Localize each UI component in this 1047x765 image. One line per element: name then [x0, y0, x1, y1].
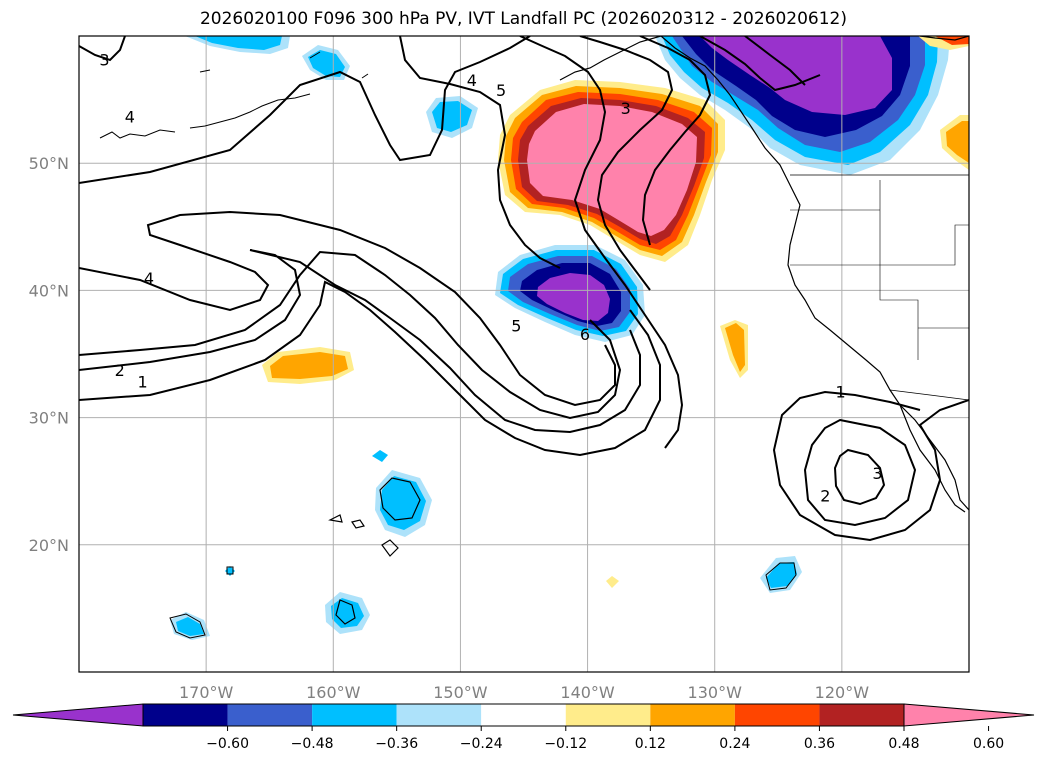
- colorbar-tick-label: −0.36: [375, 736, 418, 752]
- pv-contour-closed-1: [772, 390, 969, 542]
- ivt-anomaly-neg-aleutian-w-core: [195, 36, 282, 50]
- colorbar-tick-label: 0.12: [635, 736, 666, 752]
- pv-contour-label: 2: [115, 361, 125, 380]
- colorbar-tick-label: 0.60: [973, 736, 1004, 752]
- coastline-north-america: [559, 36, 969, 511]
- lat-label: 50°N: [29, 154, 69, 173]
- pv-contour-5-north: [399, 36, 561, 269]
- colorbar-tick-label: −0.12: [544, 736, 587, 752]
- ivt-anomaly-neg-midpac-core: [537, 273, 610, 321]
- pv-contour-3-north: [519, 36, 684, 449]
- colorbar-tick-label: −0.48: [291, 736, 334, 752]
- lon-label: 170°W: [179, 683, 234, 702]
- ivt-anomaly-neg-aleutian-c-core: [308, 50, 345, 77]
- colorbar-extend-high: [903, 703, 1035, 727]
- ivt-anomaly-pos-small-strip-core: [725, 323, 745, 372]
- pv-contour-label: 5: [496, 81, 506, 100]
- ivt-anomaly-pos-west-orange-core: [270, 352, 348, 379]
- colorbar-tick-label: 0.48: [888, 736, 919, 752]
- pv-contour-label: 1: [835, 382, 845, 401]
- ivt-anomaly-neg-se-small-core: [766, 562, 797, 588]
- pv-contour-upper-b: [639, 36, 712, 246]
- pv-contour-2: [79, 249, 641, 434]
- pv-contour-upper-a: [579, 36, 674, 291]
- small-islands: [169, 562, 797, 639]
- lon-label: 160°W: [306, 683, 361, 702]
- pv-contour-closed-2: [803, 418, 917, 527]
- pv-contour-label: 5: [511, 316, 521, 335]
- pv-contour-label: 3: [621, 99, 631, 118]
- colorbar-bin: [819, 704, 904, 726]
- lon-label: 140°W: [560, 683, 615, 702]
- pv-contour-3-nw: [79, 36, 126, 62]
- colorbar-frame: [142, 703, 905, 727]
- lon-label: 150°W: [433, 683, 488, 702]
- pv-contour-upper-c: [699, 36, 821, 92]
- colorbar-bin: [650, 704, 735, 726]
- ivt-anomaly-pos-tiny: [606, 576, 619, 588]
- pv-contour-label: 4: [144, 269, 154, 288]
- border-us-mexico: [889, 389, 969, 401]
- latitude-labels: 50°N 40°N 30°N 20°N: [29, 154, 69, 555]
- hawaii-islands: [328, 477, 421, 625]
- colorbar-bin: [565, 704, 651, 726]
- pv-contours: [79, 36, 969, 542]
- coastline-layer: [99, 36, 969, 639]
- colorbar-bin: [734, 704, 820, 726]
- pv-contour-label: 4: [467, 71, 477, 90]
- ivt-anomaly-pos-coast-orange-core: [946, 121, 969, 163]
- pv-contour-4-west: [79, 36, 531, 184]
- pv-contour-5-wave: [79, 250, 622, 420]
- lat-label: 40°N: [29, 281, 69, 300]
- ivt-shading-layer: [170, 36, 969, 640]
- ivt-anomaly-neg-sw-small-core: [176, 617, 204, 636]
- colorbar-bin: [312, 704, 397, 726]
- colorbar-bin: [227, 704, 313, 726]
- pv-contour-4-mid: [79, 210, 616, 407]
- colorbar-bin: [396, 704, 482, 726]
- colorbar: −0.60 −0.48 −0.36 −0.24 −0.12 0.12 0.24 0.36 0.4…: [12, 703, 1035, 752]
- colorbar-tick-label: −0.24: [460, 736, 503, 752]
- pv-contour-label: 1: [137, 372, 147, 391]
- pv-contour-closed-3: [833, 448, 886, 506]
- border-us-states: [790, 180, 969, 360]
- pv-contour-label: 6: [580, 325, 590, 344]
- colorbar-tick-label: −0.60: [206, 736, 249, 752]
- lat-label: 20°N: [29, 536, 69, 555]
- graticule: [79, 36, 969, 672]
- coastline-baja: [899, 404, 966, 513]
- colorbar-bin: [481, 704, 566, 726]
- pv-contour-upper-d: [744, 36, 806, 86]
- lon-label: 120°W: [815, 683, 870, 702]
- colorbar-tick-label: 0.36: [804, 736, 835, 752]
- longitude-labels: 170°W 160°W 150°W 140°W 130°W 120°W: [179, 683, 869, 702]
- colorbar-tick-label: 0.24: [719, 736, 750, 752]
- pv-contour-label: 2: [820, 487, 830, 506]
- pv-contour-label: 3: [872, 464, 882, 483]
- map-title: 2026020100 F096 300 hPa PV, IVT Landfall…: [199, 9, 847, 29]
- aleutian-islands: [99, 51, 369, 139]
- lat-label: 30°N: [29, 409, 69, 428]
- ivt-anomaly-neg-tiny-b: [372, 450, 388, 462]
- ivt-anomaly-neg-hawaii-s-core: [331, 598, 364, 628]
- pv-contour-1: [79, 280, 661, 457]
- pv-contour-label: 4: [125, 108, 135, 127]
- lon-label: 130°W: [688, 683, 743, 702]
- pv-contour-label: 3: [99, 50, 109, 69]
- colorbar-bin: [143, 704, 228, 726]
- map-frame: [78, 35, 970, 673]
- ivt-anomaly-pos-pink-core: [527, 104, 697, 236]
- colorbar-extend-low: [12, 703, 144, 727]
